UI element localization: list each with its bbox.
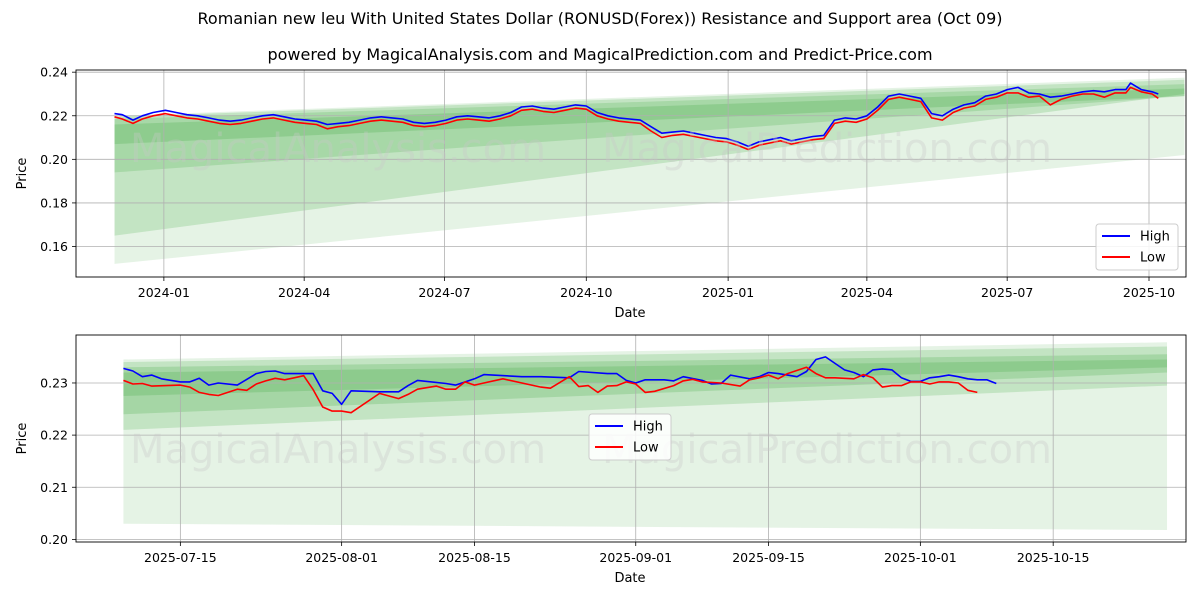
series-line-high bbox=[114, 82, 1159, 148]
watermark-text: MagicalPrediction.com bbox=[602, 126, 1052, 172]
band-2 bbox=[114, 79, 1185, 236]
x-axis-label: Date bbox=[614, 306, 645, 321]
band-4 bbox=[123, 359, 1168, 397]
x-tick-label: 2025-07-15 bbox=[144, 550, 217, 565]
legend-label-high: High bbox=[633, 420, 663, 435]
y-tick-label: 0.24 bbox=[40, 65, 68, 80]
x-tick-label: 2024-07 bbox=[418, 285, 470, 300]
series-line-low bbox=[123, 366, 978, 414]
legend: High Low bbox=[588, 413, 672, 461]
plot-frame bbox=[75, 334, 1187, 543]
band-2 bbox=[123, 346, 1168, 430]
legend-label-high: High bbox=[1140, 230, 1170, 245]
y-tick-label: 0.22 bbox=[40, 108, 68, 123]
band-3 bbox=[123, 354, 1168, 415]
series-line-high bbox=[123, 356, 997, 406]
x-tick-label: 2025-07 bbox=[981, 285, 1033, 300]
y-axis-label: Price bbox=[15, 158, 30, 190]
y-tick-label: 0.16 bbox=[40, 239, 68, 254]
chart-2: MagicalAnalysis.com MagicalPrediction.com… bbox=[15, 334, 1187, 586]
x-tick-label: 2025-10 bbox=[1123, 285, 1175, 300]
legend-label-low: Low bbox=[1140, 251, 1166, 266]
band-4 bbox=[114, 88, 1185, 145]
y-tick-label: 0.21 bbox=[40, 480, 68, 495]
x-tick-label: 2025-09-01 bbox=[599, 550, 672, 565]
watermark-text: MagicalAnalysis.com bbox=[130, 126, 546, 172]
band-3 bbox=[114, 84, 1185, 173]
legend: High Low bbox=[1095, 223, 1179, 271]
watermark-text: MagicalAnalysis.com bbox=[130, 427, 546, 473]
chart-title: Romanian new leu With United States Doll… bbox=[197, 9, 1003, 28]
x-tick-label: 2025-01 bbox=[702, 285, 754, 300]
x-axis-label: Date bbox=[614, 571, 645, 586]
x-tick-label: 2025-10-15 bbox=[1017, 550, 1090, 565]
x-tick-label: 2025-08-15 bbox=[438, 550, 511, 565]
y-tick-label: 0.22 bbox=[40, 428, 68, 443]
y-tick-label: 0.23 bbox=[40, 375, 68, 390]
chart-subtitle: powered by MagicalAnalysis.com and Magic… bbox=[267, 45, 933, 64]
x-tick-label: 2025-09-15 bbox=[732, 550, 805, 565]
y-axis-label: Price bbox=[15, 423, 30, 455]
plot-area bbox=[76, 335, 1186, 542]
x-tick-label: 2024-10 bbox=[560, 285, 612, 300]
x-tick-label: 2025-04 bbox=[841, 285, 893, 300]
y-tick-label: 0.20 bbox=[40, 532, 68, 547]
plot-area bbox=[76, 70, 1186, 277]
x-tick-label: 2024-04 bbox=[278, 285, 330, 300]
band-1 bbox=[114, 77, 1185, 264]
chart-1: MagicalAnalysis.com MagicalPrediction.com… bbox=[15, 65, 1187, 321]
y-tick-label: 0.18 bbox=[40, 195, 68, 210]
series-line-low bbox=[114, 86, 1159, 151]
y-tick-label: 0.20 bbox=[40, 152, 68, 167]
x-tick-label: 2025-10-01 bbox=[884, 550, 957, 565]
plot-frame bbox=[75, 69, 1187, 278]
watermark-text: MagicalPrediction.com bbox=[602, 427, 1052, 473]
x-tick-label: 2025-08-01 bbox=[305, 550, 378, 565]
x-tick-label: 2024-01 bbox=[138, 285, 190, 300]
legend-label-low: Low bbox=[633, 441, 659, 456]
